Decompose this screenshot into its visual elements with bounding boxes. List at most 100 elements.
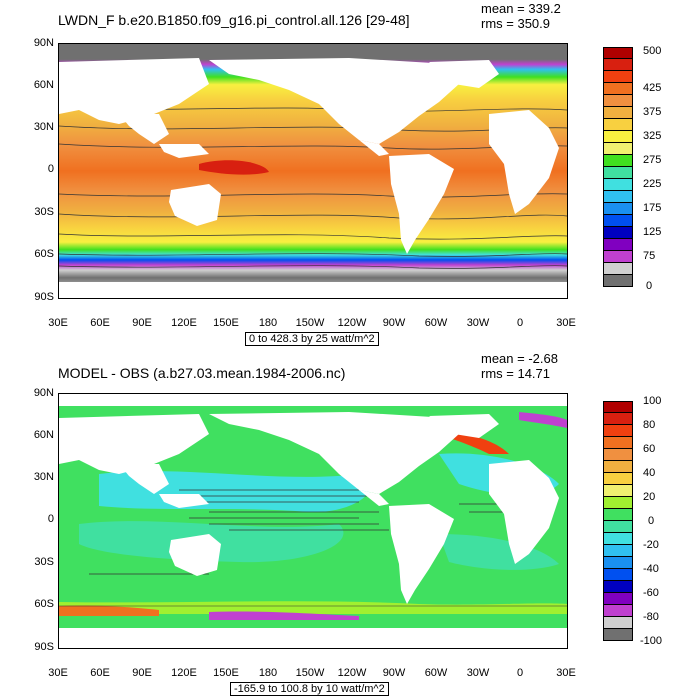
lon-label: 120E [171,667,197,679]
colorbar-swatch [603,413,633,425]
colorbar-swatch [603,191,633,203]
colorbar-label: -80 [643,611,659,623]
colorbar-label: 425 [643,82,662,94]
colorbar-label: 125 [643,226,662,238]
panel-top: LWDN_F b.e20.B1850.f09_g16.pi_control.al… [33,1,662,346]
colorbar-swatch [603,437,633,449]
colorbar-label: 60 [643,443,656,455]
colorbar-swatch [603,593,633,605]
colorbar-swatch [603,569,633,581]
map-canvas [59,44,567,298]
colorbar-swatch [603,83,633,95]
colorbar-swatch [603,71,633,83]
rms-value: rms = 350.9 [481,16,551,31]
colorbar-label: 0 [648,515,655,527]
lat-label: 60S [34,248,54,260]
colorbar-label: 325 [643,130,662,142]
lon-label: 120W [337,317,367,329]
colorbar-label: -20 [643,539,659,551]
warm-pool [199,160,269,175]
colorbar [603,401,633,641]
colorbar-swatch [603,203,633,215]
colorbar-label: -60 [643,587,659,599]
lat-label: 0 [47,513,54,525]
colorbar-swatch [603,533,633,545]
lon-label: 60E [90,667,110,679]
colorbar-swatch [603,557,633,569]
panel-bottom: MODEL - OBS (a.b27.03.mean.1984-2006.nc)… [0,350,700,700]
colorbar-swatch [603,95,633,107]
arctic-region [59,394,567,406]
contour-range-label: 0 to 428.3 by 25 watt/m^2 [245,332,379,346]
colorbar-label: -40 [643,563,659,575]
colorbar-swatch [603,143,633,155]
lon-label: 90W [382,317,406,329]
colorbar-swatch [603,59,633,71]
colorbar-label: 75 [643,250,656,262]
lon-label: 0 [516,317,524,329]
colorbar-swatch [603,179,633,191]
colorbar-swatch [603,581,633,593]
lon-label: 150E [213,667,239,679]
lon-label: 60W [424,317,448,329]
lat-label: 60N [33,79,54,91]
colorbar-swatch [603,119,633,131]
colorbar-swatch [603,629,633,641]
lon-label: 30E [48,667,68,679]
world-map-lwdn [58,43,568,299]
lon-label: 180 [258,317,278,329]
lon-label: 60W [424,667,448,679]
colorbar-swatch [603,263,633,275]
lon-label: 150W [295,667,325,679]
lon-label: 30E [556,317,576,329]
panel-title: LWDN_F b.e20.B1850.f09_g16.pi_control.al… [58,12,410,28]
land-masses [59,412,567,648]
colorbar-label: 175 [643,202,662,214]
lon-label: 30E [556,667,576,679]
lon-label: 0 [516,667,524,679]
lon-label: 30W [466,317,490,329]
lat-label: 90N [33,37,54,49]
colorbar-swatch [603,473,633,485]
colorbar-swatch [603,239,633,251]
colorbar-swatch [603,155,633,167]
mean-value: mean = -2.68 [481,351,558,366]
lon-label: 120W [337,667,367,679]
arctic-region [59,44,567,54]
lat-label: 30N [33,121,54,133]
lat-label: 90S [34,291,54,303]
colorbar-label: 0 [646,280,653,292]
colorbar-swatch [603,401,633,413]
colorbar-label: 20 [643,491,656,503]
lat-label: 30S [34,206,54,218]
colorbar-label: 275 [643,154,662,166]
lon-label: 90E [132,667,152,679]
colorbar-swatch [603,521,633,533]
rms-value: rms = 14.71 [481,366,551,381]
colorbar-swatch [603,545,633,557]
colorbar-swatch [603,617,633,629]
colorbar-swatch [603,425,633,437]
lon-label: 90W [382,667,406,679]
lon-label: 180 [258,667,278,679]
mean-value: mean = 339.2 [481,1,561,16]
lon-label: 150E [213,317,239,329]
lon-label: 30W [466,667,490,679]
colorbar-label: 100 [643,395,662,407]
colorbar-swatch [603,107,633,119]
colorbar-swatch [603,509,633,521]
panel-title: MODEL - OBS (a.b27.03.mean.1984-2006.nc) [58,365,346,381]
colorbar-swatch [603,461,633,473]
colorbar-swatch [603,275,633,287]
colorbar-swatch [603,215,633,227]
lon-label: 30E [48,317,68,329]
colorbar-swatch [603,227,633,239]
colorbar-swatch [603,131,633,143]
lat-label: 30S [34,556,54,568]
world-map-diff [58,393,568,649]
lat-label: 60S [34,598,54,610]
colorbar-label: 375 [643,106,662,118]
lat-label: 0 [47,163,54,175]
lat-label: 30N [33,471,54,483]
colorbar-label: 40 [643,467,656,479]
